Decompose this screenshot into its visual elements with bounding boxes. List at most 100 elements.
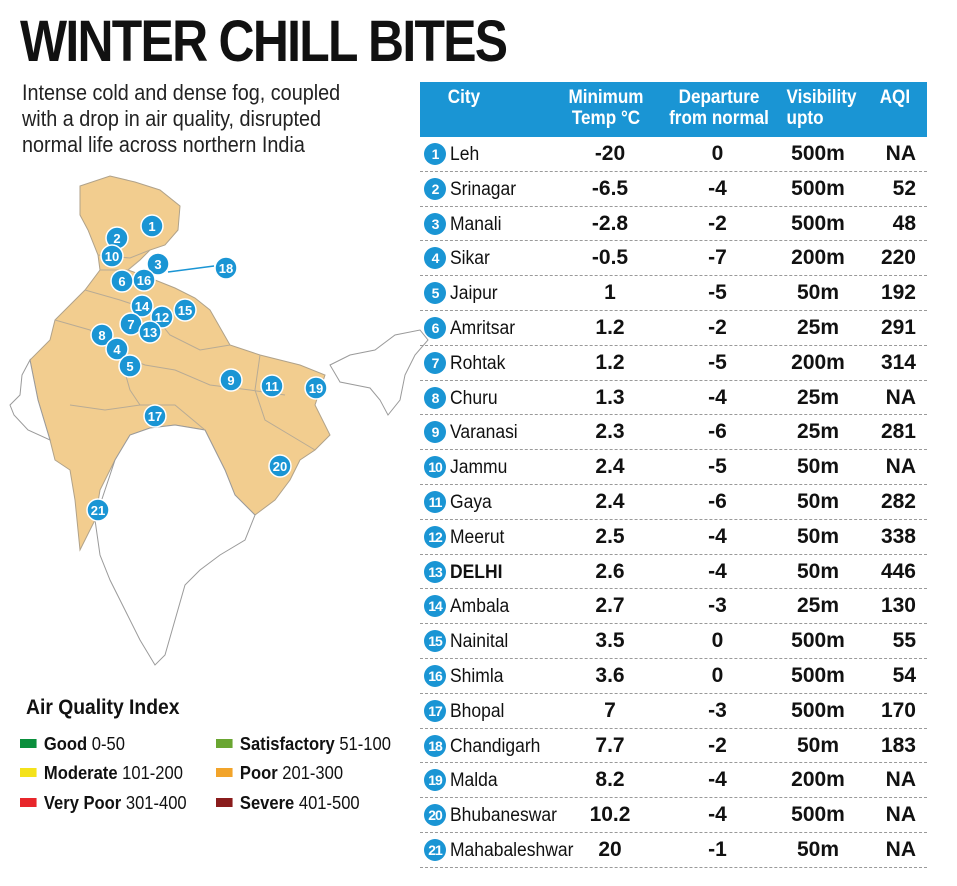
svg-text:9: 9 — [227, 373, 234, 388]
map-markers: 1 2 10 3 16 6 18 14 15 12 7 13 8 4 5 9 1… — [86, 214, 328, 522]
min-temp: 3.6 — [595, 663, 625, 687]
row-number-badge: 10 — [424, 456, 446, 479]
table-row: 7 Rohtak 1.2 -5 200m 314 — [420, 346, 927, 381]
table-row: 6 Amritsar 1.2 -2 25m 291 — [420, 311, 927, 346]
city-name: Bhubaneswar — [450, 805, 557, 827]
svg-text:15: 15 — [178, 303, 192, 318]
svg-text:18: 18 — [219, 261, 233, 276]
city-name: Gaya — [450, 491, 492, 513]
aqi-legend: Air Quality Index Good 0-50 Satisfactory… — [20, 696, 420, 826]
city-name: Shimla — [450, 665, 504, 687]
aqi-value: 130 — [880, 594, 916, 618]
city-name: Amritsar — [450, 317, 516, 339]
map-marker-15: 15 — [173, 298, 197, 322]
visibility: 500m — [791, 698, 845, 722]
table-row: 10 Jammu 2.4 -5 50m NA — [420, 450, 927, 485]
visibility: 500m — [791, 142, 845, 165]
map-marker-1: 1 — [140, 214, 164, 238]
table-row: 11 Gaya 2.4 -6 50m 282 — [420, 485, 927, 520]
city-name: Bhopal — [450, 700, 505, 722]
min-temp: -0.5 — [591, 246, 629, 270]
header-visibility: Visibility upto — [786, 87, 857, 129]
row-number-badge: 8 — [424, 386, 446, 409]
svg-text:12: 12 — [155, 310, 169, 325]
map-marker-11: 11 — [260, 374, 284, 398]
city-name: Manali — [450, 213, 502, 235]
table-row: 8 Churu 1.3 -4 25m NA — [420, 381, 927, 416]
aqi-value: 183 — [880, 733, 916, 757]
legend-swatch — [216, 767, 233, 777]
visibility: 500m — [791, 176, 845, 200]
aqi-value: 54 — [892, 663, 916, 687]
header-city: City — [447, 87, 481, 108]
city-name: Jammu — [450, 457, 508, 479]
city-name: Meerut — [450, 526, 505, 548]
map-marker-3: 3 — [146, 252, 170, 276]
row-number-badge: 2 — [424, 177, 446, 200]
min-temp: 10.2 — [589, 803, 631, 827]
departure: -2 — [708, 211, 727, 235]
india-map: 1 2 10 3 16 6 18 14 15 12 7 13 8 4 5 9 1… — [9, 175, 429, 666]
departure: -5 — [708, 281, 727, 305]
header-temp: Minimum Temp °C — [568, 87, 644, 129]
min-temp: 2.3 — [595, 420, 625, 444]
city-name: Varanasi — [450, 422, 518, 444]
row-number-badge: 4 — [424, 247, 446, 270]
table-row: 21 Mahabaleshwar 20 -1 50m NA — [420, 833, 927, 868]
departure: 0 — [711, 142, 724, 165]
min-temp: -20 — [594, 142, 626, 165]
aqi-value: 338 — [880, 524, 916, 548]
row-number-badge: 14 — [424, 595, 446, 618]
min-temp: 3.5 — [595, 629, 625, 653]
svg-text:16: 16 — [137, 273, 151, 288]
legend-item-good: Good 0-50 — [20, 734, 125, 755]
northeast-region — [329, 329, 429, 416]
aqi-value: 446 — [880, 559, 916, 583]
map-marker-19: 19 — [304, 376, 328, 400]
page-title: WINTER CHILL BITES — [20, 9, 508, 74]
min-temp: 2.5 — [595, 524, 625, 548]
visibility: 500m — [791, 663, 845, 687]
visibility: 25m — [796, 385, 840, 409]
row-number-badge: 1 — [424, 143, 446, 165]
city-name: Mahabaleshwar — [450, 839, 574, 861]
svg-text:5: 5 — [126, 359, 133, 374]
aqi-value: 52 — [892, 176, 916, 200]
departure: -6 — [708, 489, 727, 513]
min-temp: 2.6 — [595, 559, 625, 583]
min-temp: 7.7 — [595, 733, 625, 757]
svg-text:17: 17 — [148, 409, 162, 424]
visibility: 500m — [791, 211, 845, 235]
west-region — [9, 358, 51, 441]
svg-text:13: 13 — [143, 325, 157, 340]
visibility: 50m — [796, 733, 840, 757]
city-name: Nainital — [450, 631, 509, 653]
map-marker-8: 8 — [90, 323, 114, 347]
row-number-badge: 20 — [424, 804, 446, 827]
city-name: Malda — [450, 770, 498, 792]
svg-text:7: 7 — [127, 317, 134, 332]
other-region — [94, 424, 256, 666]
aqi-value: 192 — [880, 281, 916, 305]
aqi-value: NA — [885, 803, 916, 827]
table-row: 15 Nainital 3.5 0 500m 55 — [420, 624, 927, 659]
min-temp: 1.2 — [595, 350, 625, 374]
svg-text:20: 20 — [273, 459, 287, 474]
aqi-value: 170 — [880, 698, 916, 722]
visibility: 50m — [796, 837, 840, 861]
legend-swatch — [216, 738, 233, 748]
departure: -4 — [708, 176, 727, 200]
table-row: 2 Srinagar -6.5 -4 500m 52 — [420, 172, 927, 207]
svg-text:19: 19 — [309, 381, 323, 396]
row-number-badge: 18 — [424, 734, 446, 757]
table-row: 4 Sikar -0.5 -7 200m 220 — [420, 241, 927, 277]
visibility: 50m — [796, 559, 840, 583]
departure: -6 — [708, 420, 727, 444]
table-header: City Minimum Temp °C Departure from normal… — [420, 82, 927, 137]
visibility: 200m — [791, 246, 845, 270]
table-row: 3 Manali -2.8 -2 500m 48 — [420, 207, 927, 242]
header-aqi: AQI — [879, 87, 911, 108]
visibility: 25m — [796, 594, 840, 618]
city-name: Churu — [450, 387, 498, 409]
table-row: 19 Malda 8.2 -4 200m NA — [420, 763, 927, 799]
